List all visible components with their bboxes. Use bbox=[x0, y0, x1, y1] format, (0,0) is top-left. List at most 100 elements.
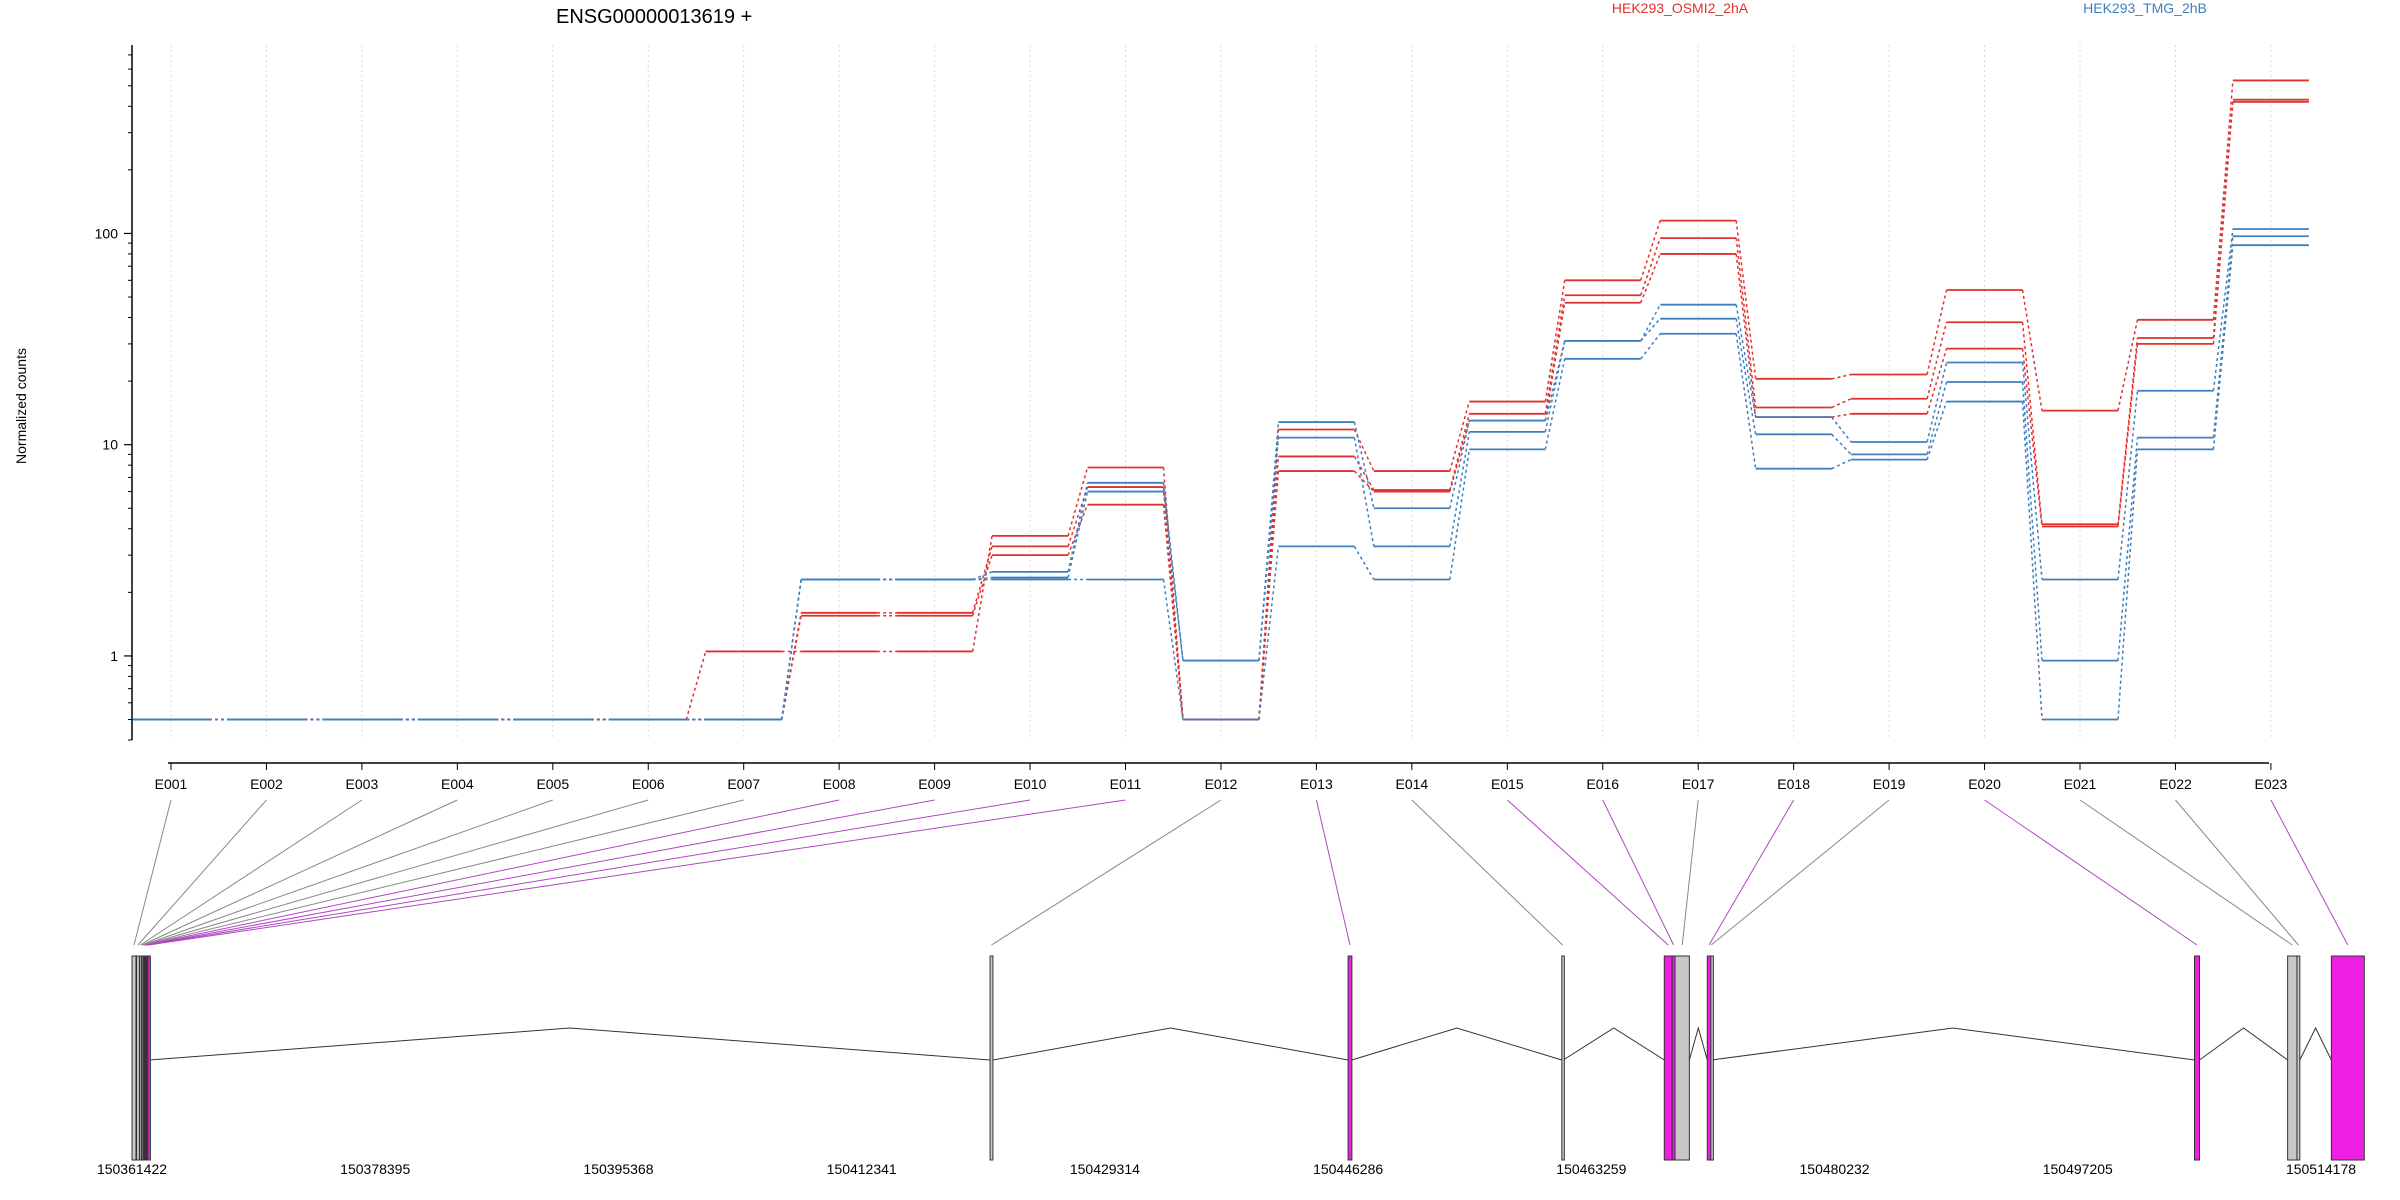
dashed-connector bbox=[2021, 322, 2043, 525]
dashed-connector bbox=[2117, 437, 2139, 661]
exon-box bbox=[1663, 955, 1673, 1161]
exon-label: E023 bbox=[2255, 776, 2288, 792]
exon-label: E018 bbox=[1777, 776, 1810, 792]
exon-tick-labels: E001 E002 E003 E004 E005 E006 E007 E008 E009 E010… bbox=[155, 776, 2288, 792]
dashed-connector bbox=[2212, 236, 2234, 438]
chart-title: ENSG00000013619 + bbox=[556, 6, 752, 28]
dashed-connector bbox=[1831, 398, 1852, 409]
exon-label: E021 bbox=[2064, 776, 2097, 792]
dashed-connector bbox=[685, 651, 707, 720]
dashed-connector bbox=[1926, 362, 1948, 443]
genome-coordinate: 150446286 bbox=[1313, 1161, 1383, 1177]
dashed-connector bbox=[1067, 486, 1089, 547]
dashed-connector bbox=[1544, 280, 1566, 402]
dashed-connector bbox=[1258, 546, 1280, 720]
exon-label: E010 bbox=[1014, 776, 1047, 792]
dashed-connector bbox=[971, 554, 993, 616]
genome-coordinate: 150480232 bbox=[1800, 1161, 1870, 1177]
genome-coordinate: 150463259 bbox=[1556, 1161, 1626, 1177]
dashed-connector bbox=[1831, 458, 1852, 470]
exon-box bbox=[131, 955, 137, 1161]
exon-box bbox=[2296, 955, 2301, 1161]
dashed-connector bbox=[1735, 253, 1757, 418]
dashed-connector bbox=[1353, 470, 1375, 493]
exon-box bbox=[2330, 955, 2365, 1161]
exon-connector bbox=[144, 799, 744, 946]
genome-coordinate: 150497205 bbox=[2043, 1161, 2113, 1177]
exon-connector bbox=[2079, 799, 2293, 946]
exon-connector bbox=[2175, 799, 2299, 946]
dashed-connector bbox=[1449, 401, 1471, 472]
y-tick-label: 1 bbox=[110, 648, 118, 664]
dashed-connector bbox=[1926, 348, 1948, 415]
exon-connector bbox=[148, 799, 1126, 946]
dashed-connector bbox=[1926, 289, 1948, 375]
exon-label: E005 bbox=[536, 776, 569, 792]
series-6 bbox=[133, 244, 2309, 721]
y-tick-label: 100 bbox=[95, 225, 119, 241]
exon-connector bbox=[142, 799, 553, 946]
dashed-connector bbox=[2212, 99, 2234, 339]
exon-label: E020 bbox=[1968, 776, 2001, 792]
exon-box bbox=[989, 955, 994, 1161]
dashed-connector bbox=[2021, 362, 2043, 580]
dashed-connector bbox=[1449, 420, 1471, 509]
dashed-connector bbox=[780, 615, 802, 720]
dashed-connector bbox=[2212, 80, 2234, 320]
dashed-connector bbox=[1353, 421, 1375, 509]
dashed-connector bbox=[2212, 245, 2234, 450]
exon-connector bbox=[1984, 799, 2198, 946]
exon-label: E008 bbox=[823, 776, 856, 792]
genome-coordinate: 150378395 bbox=[340, 1161, 410, 1177]
dashed-connector bbox=[1449, 431, 1471, 547]
series-5 bbox=[133, 235, 2309, 721]
dashed-connector bbox=[1544, 358, 1566, 450]
legend-label-series-1: HEK293_OSMI2_2hA bbox=[1612, 0, 1749, 16]
exon-box bbox=[2287, 955, 2298, 1161]
dashed-connector bbox=[2212, 101, 2234, 344]
dashed-connector bbox=[2021, 289, 2043, 411]
intron-line bbox=[992, 1027, 1349, 1061]
exon-box bbox=[1710, 955, 1714, 1161]
dashed-connector bbox=[1067, 491, 1089, 578]
intron-line bbox=[149, 1027, 991, 1061]
exon-connector bbox=[141, 799, 458, 946]
dashed-connector bbox=[1258, 437, 1280, 661]
exon-connector bbox=[1411, 799, 1563, 946]
exon-label: E001 bbox=[155, 776, 188, 792]
intron-line bbox=[2199, 1027, 2288, 1061]
genome-coordinate: 150395368 bbox=[583, 1161, 653, 1177]
dashed-connector bbox=[1926, 401, 1948, 460]
dashed-connector bbox=[1067, 482, 1089, 573]
exon-connector bbox=[140, 799, 363, 946]
intron-line bbox=[1711, 1027, 2195, 1061]
dashed-connector bbox=[1162, 491, 1184, 661]
dashed-connector bbox=[1640, 253, 1661, 303]
exon-label: E017 bbox=[1682, 776, 1715, 792]
exon-connectors bbox=[133, 799, 2349, 946]
dashed-connector bbox=[1735, 238, 1757, 408]
exon-label: E019 bbox=[1873, 776, 1906, 792]
intron-line bbox=[1562, 1027, 1665, 1061]
dashed-connector bbox=[1831, 373, 1852, 380]
dashed-connector bbox=[1926, 322, 1948, 399]
gene-model bbox=[131, 955, 2365, 1161]
genome-coordinate-labels: 150361422 150378395 150395368 150412341 1504… bbox=[97, 1161, 2356, 1177]
dashed-connector bbox=[1258, 471, 1280, 720]
exon-connector bbox=[1602, 799, 1675, 946]
exon-box bbox=[136, 955, 140, 1161]
exon-connector bbox=[1681, 799, 1699, 946]
dashed-connector bbox=[1258, 421, 1280, 661]
exon-label: E006 bbox=[632, 776, 665, 792]
y-tick-label: 10 bbox=[102, 437, 118, 453]
dashed-connector bbox=[1735, 318, 1757, 435]
dashed-connector bbox=[972, 571, 993, 581]
exon-connector bbox=[143, 799, 649, 946]
intron-line bbox=[2299, 1026, 2332, 1061]
y-axis-label: Normalized counts bbox=[13, 348, 29, 464]
exon-connector bbox=[146, 799, 935, 946]
exon-connector bbox=[145, 799, 840, 946]
legend-label-series-2: HEK293_TMG_2hB bbox=[2083, 0, 2207, 16]
dashed-connector bbox=[2117, 343, 2139, 527]
exon-connector bbox=[2270, 799, 2349, 946]
